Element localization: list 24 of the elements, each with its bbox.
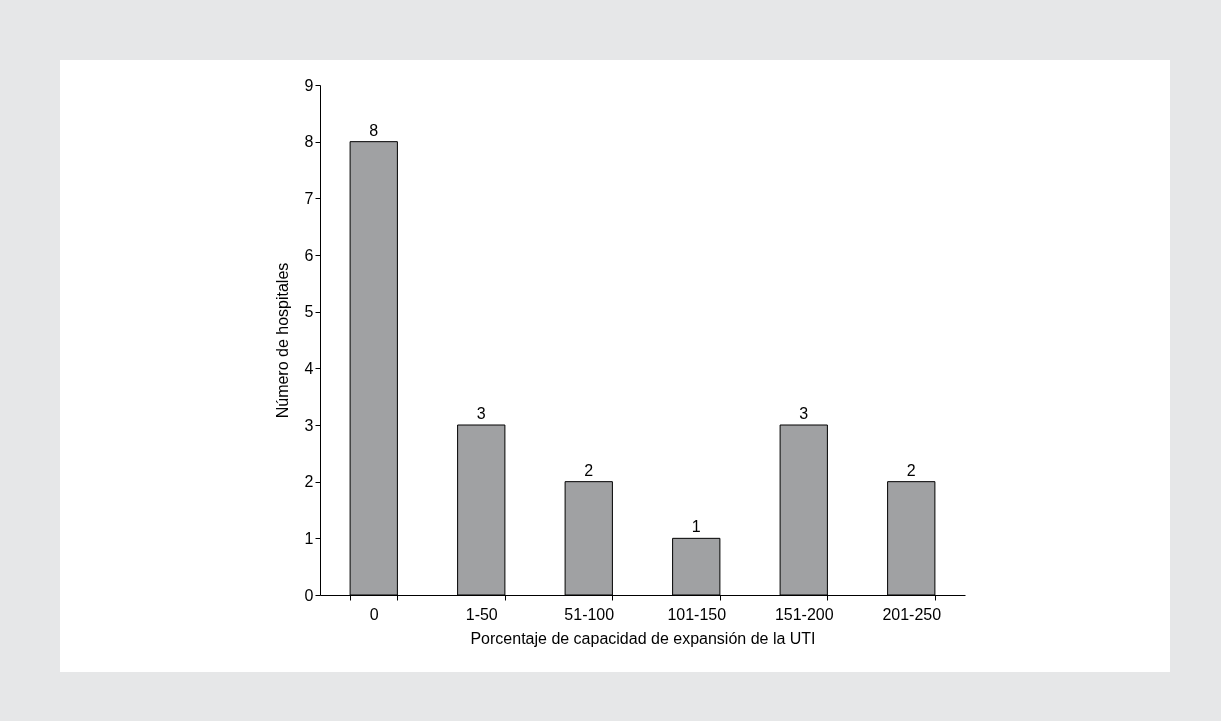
y-tick-label: 0 bbox=[304, 586, 314, 604]
x-axis-title: Porcentaje de capacidad de expansión de la UTI bbox=[470, 629, 816, 647]
x-tick-label: 101-150 bbox=[667, 605, 727, 623]
x-tick-label: 51-100 bbox=[564, 605, 615, 623]
x-tick-label: 1-50 bbox=[465, 605, 498, 623]
y-tick-label: 7 bbox=[304, 189, 314, 207]
y-tick-label: 3 bbox=[304, 416, 314, 434]
data-label: 3 bbox=[476, 405, 486, 422]
y-tick-label: 6 bbox=[304, 246, 314, 264]
y-tick-label: 5 bbox=[304, 303, 314, 321]
data-label: 3 bbox=[799, 405, 809, 422]
y-tick-label: 9 bbox=[304, 76, 314, 94]
data-label: 2 bbox=[584, 461, 594, 479]
data-label: 1 bbox=[691, 518, 701, 536]
y-tick-label: 4 bbox=[304, 359, 314, 377]
y-tick-label: 8 bbox=[304, 133, 314, 151]
data-label: 8 bbox=[369, 121, 379, 139]
y-axis-title: Número de hospitales bbox=[273, 262, 291, 419]
y-tick-label: 1 bbox=[304, 529, 314, 547]
x-tick-label: 0 bbox=[369, 605, 379, 623]
x-tick-label: 151-200 bbox=[774, 605, 834, 623]
y-tick-label: 2 bbox=[304, 473, 314, 491]
data-label: 2 bbox=[906, 461, 916, 479]
x-tick-label: 201-250 bbox=[882, 605, 942, 623]
